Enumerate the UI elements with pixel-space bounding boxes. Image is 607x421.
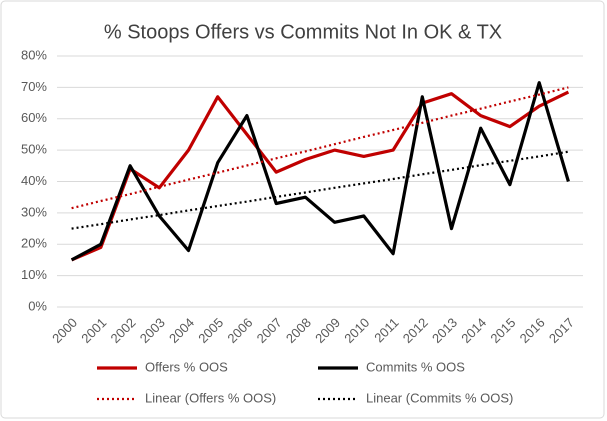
trend-line: [71, 150, 569, 230]
y-tick-label: 20%: [21, 236, 47, 251]
chart-title: % Stoops Offers vs Commits Not In OK & T…: [104, 21, 502, 43]
y-tick-label: 80%: [21, 47, 47, 62]
series-line: [70, 90, 570, 262]
y-tick-label: 50%: [21, 142, 47, 157]
legend-label: Linear (Commits % OOS): [366, 390, 513, 405]
y-tick-label: 0%: [28, 298, 47, 313]
y-tick-label: 40%: [21, 173, 47, 188]
y-tick-label: 70%: [21, 79, 47, 94]
y-tick-label: 60%: [21, 110, 47, 125]
series-line: [70, 81, 570, 262]
y-tick-label: 30%: [21, 204, 47, 219]
y-tick-label: 10%: [21, 267, 47, 282]
trend-line: [71, 86, 569, 210]
legend-label: Offers % OOS: [145, 359, 228, 374]
legend-label: Commits % OOS: [366, 359, 465, 374]
legend-label: Linear (Offers % OOS): [145, 390, 276, 405]
